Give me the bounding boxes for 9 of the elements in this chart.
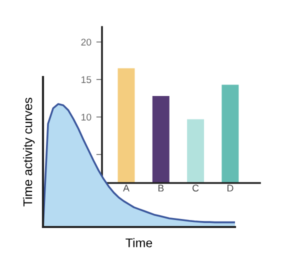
x-tick-label: A	[123, 184, 130, 192]
y-axis-title: Time activity curves	[23, 98, 35, 206]
y-tick-label: 10	[82, 114, 92, 121]
x-axis-title: Time	[126, 238, 152, 248]
x-tick-label: D	[227, 184, 234, 192]
y-tick-label: 15	[82, 76, 92, 84]
x-tick-label: C	[192, 184, 199, 192]
x-tick-label: B	[158, 184, 164, 192]
y-tick-label: 20	[81, 38, 92, 46]
